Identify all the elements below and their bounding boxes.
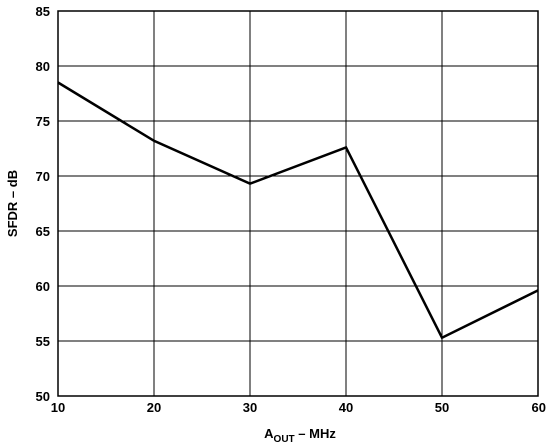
y-tick-labels: 50 55 60 65 70 75 80 85 [36,4,50,404]
y-tick-label: 75 [36,114,50,129]
y-tick-label: 60 [36,279,50,294]
x-axis-title: AOUT – MHz [264,426,336,445]
y-tick-label: 85 [36,4,50,19]
x-axis-title-main: A [264,426,274,441]
x-tick-label: 30 [243,400,257,415]
x-tick-labels: 10 20 30 40 50 60 [51,400,546,415]
series-line [57,81,539,340]
grid [57,10,539,397]
x-tick-label: 60 [532,400,546,415]
y-tick-label: 55 [36,334,50,349]
y-tick-label: 80 [36,59,50,74]
x-tick-label: 20 [147,400,161,415]
y-tick-label: 70 [36,169,50,184]
x-axis-title-subscript: OUT [274,434,295,445]
x-axis-title-unit: – MHz [295,426,337,441]
y-tick-label: 65 [36,224,50,239]
series [57,81,539,340]
x-tick-label: 40 [339,400,353,415]
x-tick-label: 50 [435,400,449,415]
y-axis-title: SFDR – dB [5,170,20,237]
plot-frame [57,10,539,397]
x-tick-label: 10 [51,400,65,415]
y-tick-label: 50 [36,389,50,404]
